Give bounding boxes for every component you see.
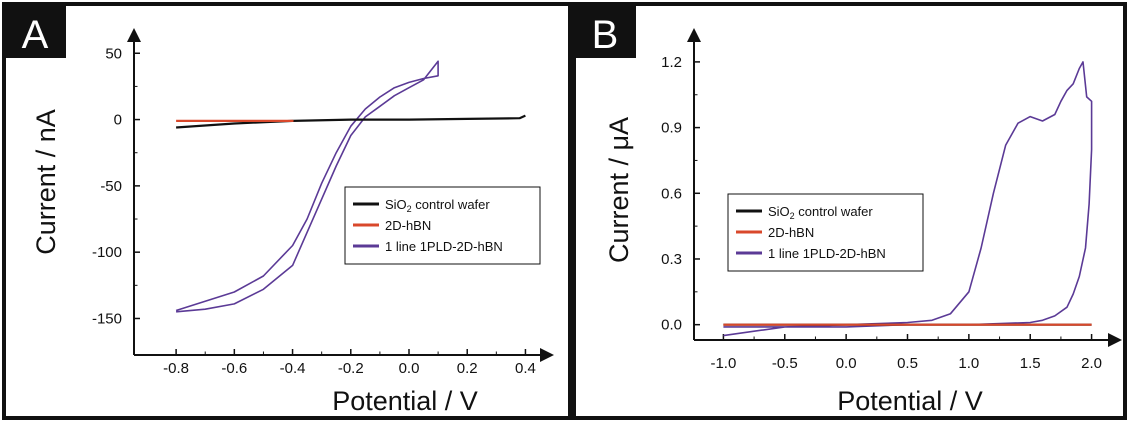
panel-a-y-tick-label: 0 <box>114 112 122 129</box>
panel-a-x-tick-label: -0.6 <box>221 360 247 377</box>
panel-a-label: A <box>22 13 49 57</box>
panel-b-y-tick-label: 0.3 <box>661 251 682 268</box>
panel-a-x-axis-title: Potential / V <box>332 386 478 416</box>
panel-a-y-tick-label: -150 <box>92 310 122 327</box>
panel-b-legend-label: 2D-hBN <box>768 225 814 240</box>
panel-b-plot: 1.2 0.9 0.6 0.3 0.0 -1.0 -0.5 0.0 0.5 1.0 1.5 2.0 Si… <box>661 28 1122 372</box>
panel-a-legend-label: 2D-hBN <box>385 218 431 233</box>
panel-b-x-axis-title: Potential / V <box>837 386 983 416</box>
panel-b-x-tick-label: 2.0 <box>1081 355 1102 372</box>
panel-b-x-tick-label: 0.0 <box>836 355 857 372</box>
panel-b-legend-label: SiO2 control wafer <box>768 204 873 221</box>
panel-b: B Potential / V Current / μA 1.2 0.9 0.6 0.… <box>572 2 1127 420</box>
panel-a-plot: 50 0 -50 -100 -150 -0.8 -0.6 -0.4 -0.2 0.0 0.2 0.4 S… <box>92 28 554 377</box>
panel-a-x-tick-label: 0.4 <box>515 360 536 377</box>
panel-a-legend: SiO2 control wafer 2D-hBN 1 line 1PLD-2D-h… <box>344 186 541 265</box>
panel-a-x-tick-label: -0.2 <box>338 360 364 377</box>
panel-b-label-box <box>574 4 636 58</box>
panel-a-y-tick-label: -100 <box>92 244 122 261</box>
panel-b-x-tick-label: -1.0 <box>710 355 736 372</box>
panel-a-y-tick-label: 50 <box>105 45 122 62</box>
panel-a-x-tick-label: 0.2 <box>457 360 478 377</box>
panel-a-series-line <box>176 114 526 129</box>
panel-b-x-tick-label: -0.5 <box>772 355 798 372</box>
panel-b-label: B <box>592 13 619 57</box>
panel-a-y-axis-arrow <box>127 28 141 42</box>
panel-a-y-tick-label: -50 <box>100 178 122 195</box>
panel-a-label-box <box>4 4 66 58</box>
panel-b-series-line <box>723 61 1093 337</box>
panel-b-y-tick-label: 0.0 <box>661 317 682 334</box>
panel-b-x-tick-label: 0.5 <box>897 355 918 372</box>
panel-a-x-tick-label: 0.0 <box>399 360 420 377</box>
panel-b-x-tick-label: 1.5 <box>1020 355 1041 372</box>
panel-a-y-axis-title: Current / nA <box>31 109 61 255</box>
panel-b-y-tick-label: 1.2 <box>661 54 682 71</box>
panel-a-legend-label: SiO2 control wafer <box>385 197 490 214</box>
panel-b-y-tick-label: 0.9 <box>661 120 682 137</box>
panel-b-legend: SiO2 control wafer 2D-hBN 1 line 1PLD-2D-h… <box>727 193 924 272</box>
panel-b-legend-box <box>727 193 924 272</box>
panel-a: A Potential / V Current / nA 50 0 -50 -100 -… <box>2 2 572 420</box>
panel-b-x-axis-arrow <box>1108 333 1122 347</box>
panel-a-x-tick-label: -0.4 <box>280 360 306 377</box>
panel-b-x-tick-label: 1.0 <box>958 355 979 372</box>
panel-a-series-line <box>175 60 439 313</box>
panel-a-x-axis-arrow <box>540 348 554 362</box>
panel-b-y-tick-label: 0.6 <box>661 185 682 202</box>
panel-b-y-axis-arrow <box>687 28 701 42</box>
panel-a-legend-label: 1 line 1PLD-2D-hBN <box>385 239 503 254</box>
panel-b-legend-label: 1 line 1PLD-2D-hBN <box>768 246 886 261</box>
panel-a-x-tick-label: -0.8 <box>163 360 189 377</box>
panel-b-y-axis-title: Current / μA <box>604 117 634 263</box>
